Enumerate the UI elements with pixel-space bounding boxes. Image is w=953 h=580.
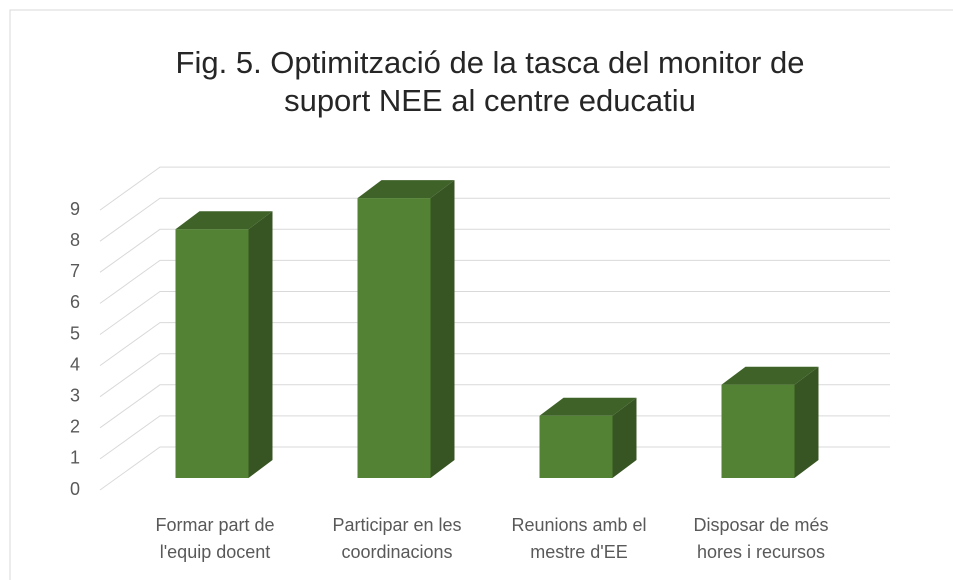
bar-top (721, 366, 819, 385)
y-tick-label: 8 (70, 230, 80, 250)
x-tick-label: Reunions amb el mestre d'EE (511, 515, 647, 562)
grid-segment (99, 166, 890, 211)
x-tick-label: Participar en les coordinacions (332, 515, 462, 562)
x-tick-label: Disposar de més hores i recursos (693, 515, 829, 562)
grid-line (99, 353, 890, 398)
grid-segment (99, 228, 890, 273)
bar-side (612, 397, 637, 478)
y-tick-label: 6 (70, 292, 80, 312)
y-tick-label: 3 (70, 385, 80, 405)
bar-top (175, 211, 273, 230)
y-tick-label: 5 (70, 323, 80, 343)
grid-segment (99, 197, 890, 242)
grid-segment (99, 384, 890, 429)
y-tick-label: 9 (70, 199, 80, 219)
grid-segment (99, 353, 890, 398)
grid-line (99, 166, 890, 211)
y-tick-label: 0 (70, 479, 80, 499)
y-tick-label: 2 (70, 417, 80, 437)
y-tick-label: 7 (70, 261, 80, 281)
bar-side (794, 366, 819, 478)
grid-line (99, 291, 890, 335)
y-tick-label: 1 (70, 448, 80, 468)
bar (721, 366, 819, 478)
grid-line (99, 322, 890, 367)
bar (175, 211, 273, 478)
y-tick-label: 4 (70, 354, 80, 374)
bar (357, 180, 455, 478)
grid-line (99, 228, 890, 273)
bar-front (357, 198, 431, 478)
bar-front (721, 384, 795, 478)
grid-line (99, 415, 890, 460)
bar-side (430, 180, 455, 478)
grid-line (99, 446, 890, 491)
bar-top (357, 180, 455, 199)
grid-segment (99, 259, 890, 304)
grid-segment (99, 322, 890, 367)
bar (539, 397, 637, 478)
grid-line (99, 259, 890, 304)
chart-title: Fig. 5. Optimització de la tasca del mon… (175, 45, 805, 118)
x-tick-label: Formar part de l'equip docent (155, 515, 275, 562)
chart-frame (9, 9, 953, 580)
grid-segment (99, 415, 890, 460)
bar-top (539, 397, 637, 416)
grid-line (99, 197, 890, 242)
bar-front (539, 415, 613, 478)
grid-line (99, 384, 890, 429)
bar-front (175, 229, 249, 478)
grid-segment (99, 291, 890, 335)
grid-segment (99, 446, 890, 491)
bar-side (248, 211, 273, 478)
